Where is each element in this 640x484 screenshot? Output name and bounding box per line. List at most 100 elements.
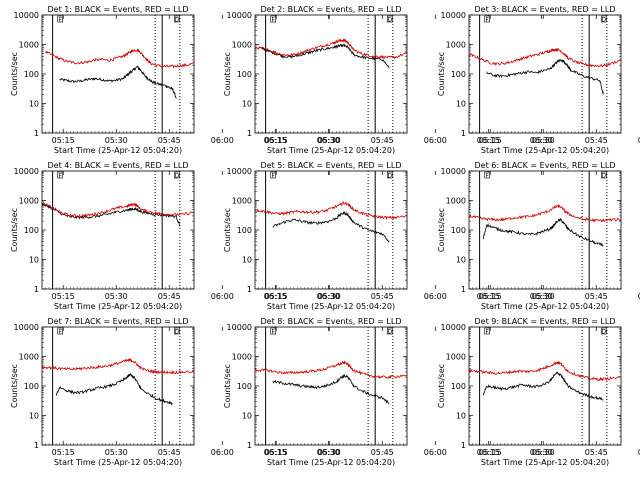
flag-marker xyxy=(270,327,276,335)
series-line-events xyxy=(486,58,604,95)
x-tick-label: 06:00 xyxy=(638,448,640,457)
x-tick-label: 06:15 xyxy=(264,448,287,457)
flag-marker xyxy=(174,327,180,335)
y-tick-label: 10000 xyxy=(227,11,252,20)
y-tick-label: 10000 xyxy=(227,167,252,176)
panel-title: Det 6: BLACK = Events, RED = LLD xyxy=(475,161,616,170)
panel-title: Det 1: BLACK = Events, RED = LLD xyxy=(48,5,189,14)
flag-label: F xyxy=(271,329,275,336)
y-axis-label: Counts/sec xyxy=(10,208,19,252)
y-tick-label: 10 xyxy=(242,100,252,109)
x-tick-label: 05:30 xyxy=(318,136,341,145)
x-tick-label: 05:45 xyxy=(158,448,181,457)
x-tick-label: 05:30 xyxy=(532,292,555,301)
flag-label: D xyxy=(602,173,607,180)
series-line-events xyxy=(272,373,390,405)
plot-frame xyxy=(41,14,195,134)
x-axis-label: Start Time (25-Apr-12 05:04:20) xyxy=(54,146,182,155)
x-tick-label: 06:30 xyxy=(317,292,340,301)
panel-det-8: Det 8: BLACK = Events, RED = LLD11010010… xyxy=(223,317,553,467)
series-line-events xyxy=(482,218,604,247)
y-tick-label: 1 xyxy=(247,285,252,294)
flag-marker xyxy=(601,15,607,23)
flag-label: D xyxy=(388,173,393,180)
x-tick-label: 06:00 xyxy=(638,136,640,145)
flag-marker xyxy=(57,171,63,179)
x-tick-label: 05:30 xyxy=(532,136,555,145)
y-tick-label: 1000 xyxy=(19,197,39,206)
flag-marker xyxy=(270,15,276,23)
plot-frame xyxy=(254,14,408,134)
series-line-lld xyxy=(468,361,622,382)
y-tick-label: 10000 xyxy=(14,167,39,176)
x-tick-label: 05:30 xyxy=(532,448,555,457)
panel-det-4: Det 4: BLACK = Events, RED = LLD11010010… xyxy=(10,161,340,311)
plot-frame xyxy=(41,170,195,290)
flag-marker xyxy=(387,327,393,335)
y-tick-label: 1 xyxy=(461,285,466,294)
flag-marker xyxy=(387,171,393,179)
x-tick-label: 06:00 xyxy=(211,292,234,301)
x-tick-label: 06:15 xyxy=(264,292,287,301)
y-tick-label: 1 xyxy=(34,129,39,138)
flag-label: F xyxy=(485,173,489,180)
y-tick-label: 100 xyxy=(24,226,39,235)
x-tick-label: 05:45 xyxy=(158,136,181,145)
plot-frame xyxy=(254,326,408,446)
panel-det-1: Det 1: BLACK = Events, RED = LLD 1 10 100 10… xyxy=(10,5,340,155)
x-tick-label: 06:00 xyxy=(424,448,447,457)
y-tick-label: 10000 xyxy=(14,323,39,332)
flag-label: F xyxy=(58,173,62,180)
series-line-events xyxy=(483,371,604,401)
flag-marker xyxy=(270,171,276,179)
flag-marker xyxy=(387,15,393,23)
x-tick-label: 05:45 xyxy=(371,448,394,457)
y-tick-label: 100 xyxy=(451,70,466,79)
x-tick-label: 06:15 xyxy=(264,136,287,145)
y-tick-label: 10 xyxy=(29,100,39,109)
flag-marker xyxy=(601,327,607,335)
y-tick-label: 100 xyxy=(24,382,39,391)
x-tick-label: 05:30 xyxy=(105,136,128,145)
y-axis-label: Counts/sec xyxy=(10,52,19,96)
panel-det-5: Det 5: BLACK = Events, RED = LLD11010010… xyxy=(223,161,553,311)
series-line-lld xyxy=(254,360,408,379)
y-tick-label: 1 xyxy=(461,129,466,138)
plot-frame xyxy=(468,326,622,446)
x-tick-label: 06:00 xyxy=(424,136,447,145)
y-tick-label: 1000 xyxy=(446,41,466,50)
x-tick-label: 06:00 xyxy=(638,292,640,301)
y-tick-label: 1000 xyxy=(19,41,39,50)
y-tick-label: 10000 xyxy=(14,11,39,20)
flag-marker xyxy=(174,171,180,179)
panel-title: Det 9: BLACK = Events, RED = LLD xyxy=(475,317,616,326)
y-tick-label: 1000 xyxy=(446,197,466,206)
x-tick-label: 06:15 xyxy=(477,292,500,301)
x-tick-label: 05:15 xyxy=(265,448,288,457)
x-axis-label: Start Time (25-Apr-12 05:04:20) xyxy=(481,146,609,155)
y-tick-label: 1000 xyxy=(19,353,39,362)
y-tick-label: 10000 xyxy=(441,11,466,20)
y-tick-label: 1000 xyxy=(232,353,252,362)
flag-label: D xyxy=(388,17,393,24)
y-tick-label: 1 xyxy=(34,441,39,450)
x-tick-label: 06:30 xyxy=(530,448,553,457)
x-tick-label: 05:30 xyxy=(105,292,128,301)
x-tick-label: 05:30 xyxy=(105,448,128,457)
x-tick-label: 06:30 xyxy=(317,448,340,457)
y-tick-label: 1 xyxy=(461,441,466,450)
x-tick-label: 06:00 xyxy=(424,292,447,301)
panel-title: Det 4: BLACK = Events, RED = LLD xyxy=(48,161,189,170)
flag-label: F xyxy=(485,329,489,336)
x-tick-label: 05:45 xyxy=(371,292,394,301)
y-tick-label: 10000 xyxy=(441,323,466,332)
x-axis-label: Start Time (25-Apr-12 05:04:20) xyxy=(267,458,395,467)
x-tick-label: 05:45 xyxy=(158,292,181,301)
flag-label: D xyxy=(175,17,180,24)
y-tick-label: 1 xyxy=(34,285,39,294)
series-line-lld xyxy=(41,358,195,375)
y-tick-label: 100 xyxy=(237,70,252,79)
y-axis-label: Counts/sec xyxy=(437,364,446,408)
